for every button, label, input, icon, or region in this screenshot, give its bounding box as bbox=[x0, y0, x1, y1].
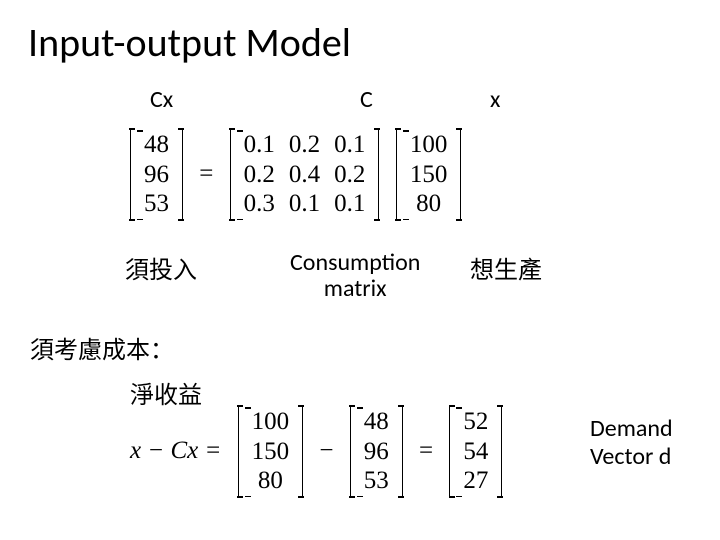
x-vector: 100 150 80 bbox=[396, 128, 462, 221]
label-want-produce: 想生產 bbox=[470, 250, 542, 285]
c-0-2: 0.1 bbox=[327, 130, 372, 160]
x-v-0: 100 bbox=[403, 130, 455, 160]
label-cx: Cx bbox=[150, 85, 173, 114]
cx-v-2: 53 bbox=[137, 189, 176, 219]
v3-vector: 52 54 27 bbox=[449, 405, 502, 498]
v1-vector: 100 150 80 bbox=[238, 405, 304, 498]
label-consumption-line1: Consumption bbox=[290, 248, 420, 277]
lhs-var: x − Cx = bbox=[130, 437, 231, 465]
label-input-needed: 須投入 bbox=[125, 250, 197, 285]
c-2-2: 0.1 bbox=[327, 189, 372, 219]
equation-1: 48 96 53 = 0.10.20.1 0.20.40.2 0.30.10.1… bbox=[130, 128, 461, 221]
c-1-2: 0.2 bbox=[327, 160, 372, 190]
equation-2: x − Cx = 100 150 80 − 48 96 53 = 52 54 2… bbox=[130, 405, 502, 498]
label-consumption-line2: matrix bbox=[324, 274, 387, 303]
c-2-0: 0.3 bbox=[237, 189, 282, 219]
page-title: Input-output Model bbox=[28, 18, 351, 67]
x-v-1: 150 bbox=[403, 160, 455, 190]
v3-1: 54 bbox=[456, 437, 495, 467]
v2-0: 48 bbox=[357, 407, 396, 437]
v2-1: 96 bbox=[357, 437, 396, 467]
cx-v-1: 96 bbox=[137, 160, 176, 190]
v3-2: 27 bbox=[456, 466, 495, 496]
c-2-1: 0.1 bbox=[282, 189, 327, 219]
minus-sym: − bbox=[309, 437, 343, 465]
cx-vector: 48 96 53 bbox=[130, 128, 183, 221]
v2-2: 53 bbox=[357, 466, 396, 496]
label-demand-line1: Demand bbox=[590, 414, 673, 443]
c-1-1: 0.4 bbox=[282, 160, 327, 190]
label-cost-consider: 須考慮成本： bbox=[30, 330, 174, 365]
v1-0: 100 bbox=[245, 407, 297, 437]
c-0-0: 0.1 bbox=[237, 130, 282, 160]
label-consumption-matrix: Consumption matrix bbox=[290, 250, 420, 303]
equals-1: = bbox=[189, 160, 223, 188]
v2-vector: 48 96 53 bbox=[350, 405, 403, 498]
equals-2: = bbox=[409, 437, 443, 465]
c-1-0: 0.2 bbox=[237, 160, 282, 190]
label-c: C bbox=[360, 85, 373, 114]
c-matrix: 0.10.20.1 0.20.40.2 0.30.10.1 bbox=[230, 128, 380, 221]
v1-1: 150 bbox=[245, 437, 297, 467]
c-0-1: 0.2 bbox=[282, 130, 327, 160]
label-x: x bbox=[490, 85, 500, 114]
x-v-2: 80 bbox=[403, 189, 455, 219]
label-demand-line2: Vector d bbox=[590, 442, 671, 471]
cx-v-0: 48 bbox=[137, 130, 176, 160]
v1-2: 80 bbox=[245, 466, 297, 496]
v3-0: 52 bbox=[456, 407, 495, 437]
label-demand-vector: Demand Vector d bbox=[590, 415, 673, 470]
